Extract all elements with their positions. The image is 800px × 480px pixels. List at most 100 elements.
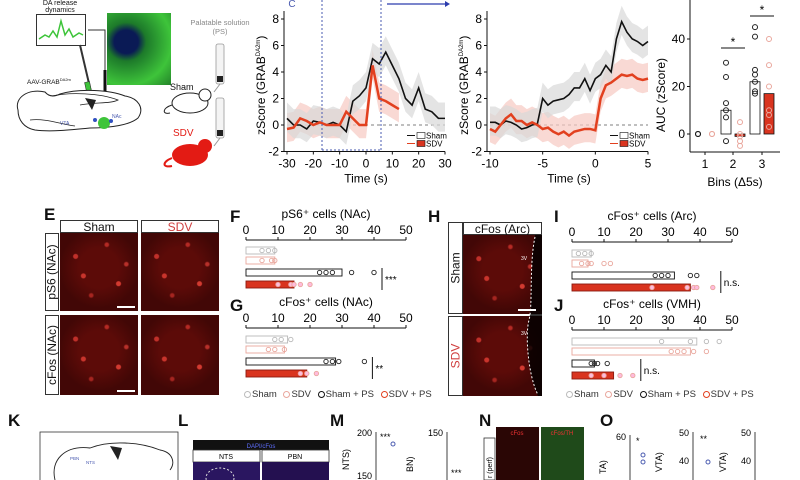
x-tick-label: 10 bbox=[271, 311, 285, 325]
bar-sham bbox=[571, 249, 592, 258]
data-point bbox=[723, 100, 729, 107]
legend-marker-sdv-ps bbox=[380, 390, 388, 398]
data-point bbox=[687, 272, 694, 279]
data-point bbox=[652, 272, 658, 279]
data-point bbox=[304, 370, 310, 377]
sham-label: Sham bbox=[170, 82, 194, 92]
bar-sdv bbox=[245, 256, 276, 265]
c-marker: C bbox=[288, 0, 295, 10]
data-point bbox=[297, 370, 304, 377]
panel-label-J: J bbox=[554, 296, 564, 315]
micrograph-cfos-th bbox=[541, 427, 584, 480]
scale-bar bbox=[117, 306, 135, 308]
x-axis-label: Bins (Δ5s) bbox=[707, 175, 762, 189]
micrograph-sdv-cfos bbox=[141, 315, 219, 395]
panel-label-K: K bbox=[8, 411, 21, 430]
x-tick-label: 40 bbox=[693, 313, 707, 327]
3v-label: 3V bbox=[521, 256, 528, 262]
scale-bar bbox=[117, 390, 135, 392]
scale-bar bbox=[518, 309, 536, 311]
x-tick-label: 0 bbox=[592, 157, 599, 171]
column-header-sdv: SDV bbox=[141, 220, 219, 233]
o-ylabel-1: TA) bbox=[598, 460, 608, 474]
bottle-icon bbox=[213, 43, 225, 93]
x-axis-label: Time (s) bbox=[547, 172, 591, 186]
panel-label-N: N bbox=[479, 411, 492, 430]
data-point bbox=[604, 360, 610, 367]
nts-label: NTS bbox=[86, 460, 95, 465]
y-label-main: zScore (GRAB bbox=[457, 56, 471, 135]
data-point bbox=[658, 338, 665, 345]
data-point bbox=[601, 260, 607, 267]
y-label-sup: DA2m bbox=[256, 40, 262, 57]
x-tick-label: 40 bbox=[693, 225, 707, 239]
o-tick-50b: 50 bbox=[741, 428, 751, 438]
legend-label: SDV bbox=[629, 140, 646, 149]
data-point bbox=[617, 372, 623, 379]
data-point bbox=[695, 131, 701, 137]
x-tick-label: 20 bbox=[629, 313, 643, 327]
x-tick-label: 50 bbox=[399, 223, 413, 237]
legend-label: SDV bbox=[426, 140, 443, 149]
legend-ij: Sham SDV Sham + PS SDV + PS bbox=[562, 389, 754, 400]
legend-marker-sham bbox=[566, 390, 573, 398]
data-point bbox=[752, 33, 758, 40]
n-col-cfos: cFos bbox=[510, 431, 523, 437]
significance-label: * bbox=[731, 35, 736, 49]
data-point bbox=[752, 71, 758, 78]
y-label-main: zScore (GRAB bbox=[254, 56, 268, 135]
fiber-photometry-image bbox=[107, 13, 171, 85]
legend-marker-sham-ps bbox=[639, 390, 647, 398]
brain-schematic-k bbox=[39, 431, 179, 480]
x-tick-label: 20 bbox=[412, 157, 426, 171]
data-point bbox=[674, 348, 681, 355]
dapi-cfos-label: DAPI/cFos bbox=[247, 444, 276, 450]
data-point bbox=[737, 142, 743, 149]
data-point bbox=[710, 284, 716, 291]
sem-band-sham bbox=[287, 36, 445, 145]
row-label-sham: Sham bbox=[448, 222, 463, 314]
data-point bbox=[259, 257, 265, 264]
x-tick-label: 40 bbox=[367, 311, 381, 325]
y-tick-label: 20 bbox=[672, 80, 686, 94]
legend-swatch bbox=[619, 132, 629, 139]
data-point bbox=[272, 247, 278, 254]
data-point bbox=[694, 272, 700, 279]
data-point bbox=[288, 336, 294, 343]
m-sig-left: *** bbox=[380, 432, 391, 442]
column-header-cfos-arc: cFos (Arc) bbox=[463, 222, 542, 235]
data-point bbox=[371, 269, 377, 276]
micrograph-cfos bbox=[496, 427, 539, 480]
data-point bbox=[737, 131, 743, 137]
micrograph-sham-ps6 bbox=[60, 233, 138, 311]
significance-label: *** bbox=[385, 275, 397, 286]
data-point bbox=[766, 112, 772, 118]
data-point bbox=[716, 338, 722, 345]
y-label-close: ) bbox=[457, 36, 471, 40]
y-label-close: ) bbox=[254, 36, 268, 40]
chart-title: cFos⁺ cells (NAc) bbox=[279, 295, 373, 309]
x-tick-label: 20 bbox=[303, 223, 317, 237]
y-axis-label: zScore (GRABDA2m) bbox=[457, 36, 471, 135]
bar-sham-ps bbox=[571, 271, 675, 280]
y-tick-label: 8 bbox=[272, 12, 279, 26]
o-tick-40b: 40 bbox=[741, 456, 751, 466]
data-point bbox=[272, 257, 278, 264]
bar-sdv-ps bbox=[245, 369, 308, 378]
data-point bbox=[361, 358, 368, 365]
x-tick-label: 5 bbox=[645, 157, 652, 171]
data-point bbox=[658, 272, 665, 279]
vta-label: VTA bbox=[60, 121, 70, 127]
column-header-sham: Sham bbox=[60, 220, 138, 233]
legend-sham: Sham bbox=[252, 389, 277, 400]
legend-label: Sham bbox=[629, 132, 650, 141]
data-point bbox=[607, 260, 614, 267]
series-line-sham bbox=[286, 50, 445, 134]
sem-band-sham bbox=[490, 5, 648, 143]
panel-label-L: L bbox=[178, 411, 189, 430]
sham-mouse-icon bbox=[163, 88, 212, 114]
o-tick-40a: 40 bbox=[679, 456, 689, 466]
data-point bbox=[588, 372, 594, 379]
bar-sdv bbox=[571, 259, 589, 268]
